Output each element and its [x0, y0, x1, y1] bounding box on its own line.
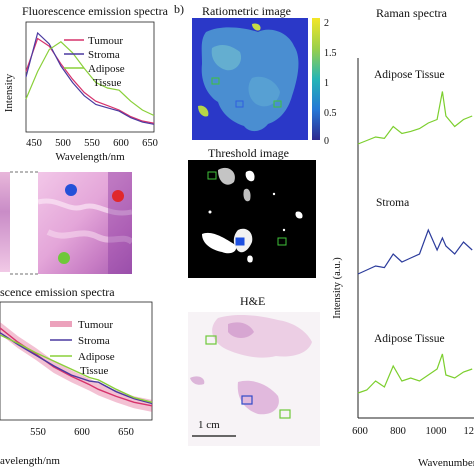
raman-xtick-800: 800	[390, 426, 406, 437]
scale-bar-label: 1 cm	[198, 419, 220, 431]
top-chart-lines	[25, 31, 155, 125]
raman-trace-2	[357, 353, 473, 394]
bottom-fluorescence-chart: Tumour Stroma Adipose Tissue 550 600 650…	[0, 301, 153, 467]
top-chart-ylabel: Intensity	[3, 73, 15, 112]
raman-label-stroma: Stroma	[376, 197, 409, 209]
top-xtick-550: 550	[84, 138, 100, 149]
bottom-chart-legend: Tumour Stroma Adipose Tissue	[50, 319, 115, 377]
raman-xtick-1200: 1200	[464, 426, 474, 437]
he-image: 1 cm	[188, 312, 320, 446]
top-chart-title: Fluorescence emission spectra	[22, 4, 168, 18]
bottom-chart-frame	[0, 301, 153, 421]
top-xtick-450: 450	[26, 138, 42, 149]
legend-tissue: Tissue	[93, 77, 121, 89]
top-chart-legend: Tumour Stroma Adipose Tissue	[64, 35, 125, 89]
raman-xtick-600: 600	[352, 426, 368, 437]
raman-lines	[357, 91, 473, 394]
colorbar	[312, 18, 320, 140]
series-line-stroma	[0, 332, 153, 405]
cbar-tick-1: 1	[324, 78, 329, 89]
bottom-chart-title: scence emission spectra	[0, 285, 115, 299]
raman-label-adipose-top: Adipose Tissue	[374, 69, 445, 81]
roi-stroma-dot	[65, 184, 77, 196]
threshold-title: Threshold image	[208, 146, 289, 160]
top-chart-xticks: 450 500 550 600 650	[26, 138, 158, 149]
cbar-tick-2: 2	[324, 18, 329, 29]
series-line-adipose-tissue	[0, 334, 153, 403]
raman-label-adipose-bottom: Adipose Tissue	[374, 333, 445, 345]
threshold-image	[188, 160, 316, 278]
panel-b-label: b)	[174, 2, 184, 16]
series-line-adipose-tissue	[25, 41, 155, 117]
top-xtick-500: 500	[55, 138, 71, 149]
bottom-chart-xticks: 550 600 650	[30, 427, 134, 438]
top-fluorescence-chart: Intensity Tumour Stroma Adipose Tissue 4…	[3, 21, 158, 163]
ratiometric-title: Ratiometric image	[202, 4, 291, 18]
cbar-tick-1-5: 1.5	[324, 48, 337, 59]
top-chart-xlabel: Wavelength/nm	[55, 151, 125, 163]
top-xtick-600: 600	[113, 138, 129, 149]
raman-chart: Intensity (a.u.) Adipose Tissue Stroma A…	[332, 58, 474, 469]
raman-xlabel: Wavenumber	[418, 457, 474, 469]
bottom-chart-lines	[0, 321, 153, 412]
legend-adipose: Adipose	[88, 63, 125, 75]
ratiometric-image: 2 1.5 1 0.5 0	[192, 18, 337, 147]
bottom-xtick-550: 550	[30, 427, 46, 438]
bottom-chart-xlabel: avelength/nm	[0, 455, 60, 467]
series-line-stroma	[25, 31, 155, 125]
bottom-legend-stroma: Stroma	[78, 335, 110, 347]
legend-stroma: Stroma	[88, 49, 120, 61]
he-title: H&E	[240, 294, 266, 308]
he-crop-partial	[0, 172, 10, 272]
raman-title: Raman spectra	[376, 6, 447, 20]
series-line-tumour	[25, 37, 155, 124]
raman-xtick-1000: 1000	[426, 426, 447, 437]
bottom-legend-adipose: Adipose	[78, 351, 115, 363]
cbar-tick-0: 0	[324, 136, 329, 147]
bottom-xtick-650: 650	[118, 427, 134, 438]
raman-trace-0	[357, 91, 473, 145]
raman-ylabel: Intensity (a.u.)	[332, 257, 343, 319]
bottom-xtick-600: 600	[74, 427, 90, 438]
legend-tumour: Tumour	[88, 35, 123, 47]
top-xtick-650: 650	[142, 138, 158, 149]
bottom-legend-tumour: Tumour	[78, 319, 113, 331]
raman-xticks: 600 800 1000 1200	[352, 426, 474, 437]
he-zoom-image	[38, 172, 132, 274]
roi-tumour-dot	[112, 190, 124, 202]
raman-trace-1	[357, 228, 473, 275]
colorbar-ticks: 2 1.5 1 0.5 0	[324, 18, 337, 147]
roi-adipose-dot	[58, 252, 70, 264]
cbar-tick-0-5: 0.5	[324, 108, 337, 119]
series-band-0	[0, 321, 152, 412]
bottom-legend-tissue: Tissue	[80, 365, 108, 377]
